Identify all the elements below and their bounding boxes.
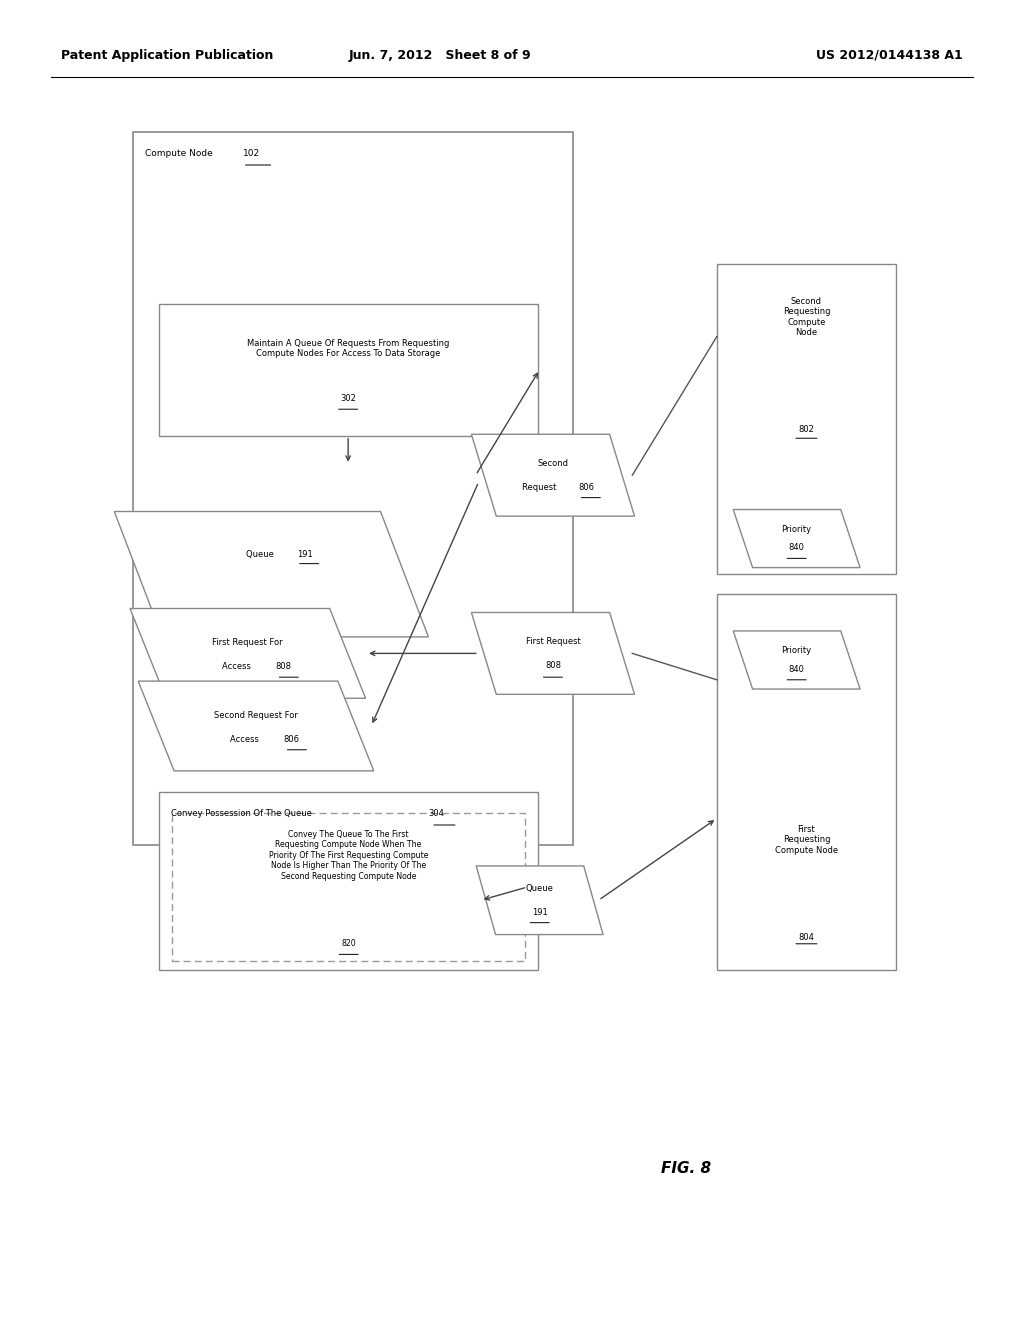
Bar [159, 792, 538, 970]
Bar [159, 304, 538, 436]
Text: Patent Application Publication: Patent Application Publication [61, 49, 273, 62]
Text: First Request: First Request [525, 638, 581, 645]
Text: FIG. 8: FIG. 8 [662, 1160, 711, 1176]
Text: 840: 840 [788, 544, 805, 552]
Polygon shape [138, 681, 374, 771]
Text: Priority: Priority [781, 525, 812, 533]
Bar [717, 264, 896, 574]
Text: 802: 802 [799, 425, 814, 434]
Text: 102: 102 [243, 149, 260, 158]
Text: 804: 804 [799, 933, 814, 942]
Text: 806: 806 [284, 735, 300, 743]
Text: First
Requesting
Compute Node: First Requesting Compute Node [775, 825, 838, 855]
Text: 806: 806 [579, 483, 595, 491]
Text: First Request For: First Request For [213, 639, 283, 647]
Text: Queue: Queue [525, 884, 554, 892]
Text: Second: Second [538, 459, 568, 467]
Text: Queue: Queue [246, 550, 276, 558]
Polygon shape [733, 510, 860, 568]
Bar [717, 594, 896, 970]
Text: 808: 808 [545, 661, 561, 669]
Polygon shape [476, 866, 603, 935]
Text: 191: 191 [297, 550, 312, 558]
Text: Access: Access [230, 735, 261, 743]
Text: Second Request For: Second Request For [214, 711, 298, 719]
Bar [133, 132, 573, 845]
Text: 820: 820 [341, 940, 356, 948]
Polygon shape [733, 631, 860, 689]
Text: 808: 808 [275, 663, 292, 671]
Text: Access: Access [222, 663, 253, 671]
Text: 302: 302 [340, 395, 356, 403]
Polygon shape [471, 434, 635, 516]
Text: Convey Possession Of The Queue: Convey Possession Of The Queue [171, 809, 314, 818]
Text: Jun. 7, 2012   Sheet 8 of 9: Jun. 7, 2012 Sheet 8 of 9 [349, 49, 531, 62]
Polygon shape [115, 512, 428, 638]
Text: Request: Request [522, 483, 559, 491]
Text: US 2012/0144138 A1: US 2012/0144138 A1 [816, 49, 963, 62]
Polygon shape [471, 612, 635, 694]
Text: 191: 191 [531, 908, 548, 916]
Text: Maintain A Queue Of Requests From Requesting
Compute Nodes For Access To Data St: Maintain A Queue Of Requests From Reques… [247, 339, 450, 358]
Text: 840: 840 [788, 665, 805, 673]
Text: 304: 304 [428, 809, 444, 818]
Polygon shape [130, 609, 366, 698]
Text: Compute Node: Compute Node [145, 149, 216, 158]
Text: Convey The Queue To The First
Requesting Compute Node When The
Priority Of The F: Convey The Queue To The First Requesting… [269, 830, 428, 880]
Text: Second
Requesting
Compute
Node: Second Requesting Compute Node [782, 297, 830, 337]
Text: Priority: Priority [781, 647, 812, 655]
Bar [172, 813, 525, 961]
